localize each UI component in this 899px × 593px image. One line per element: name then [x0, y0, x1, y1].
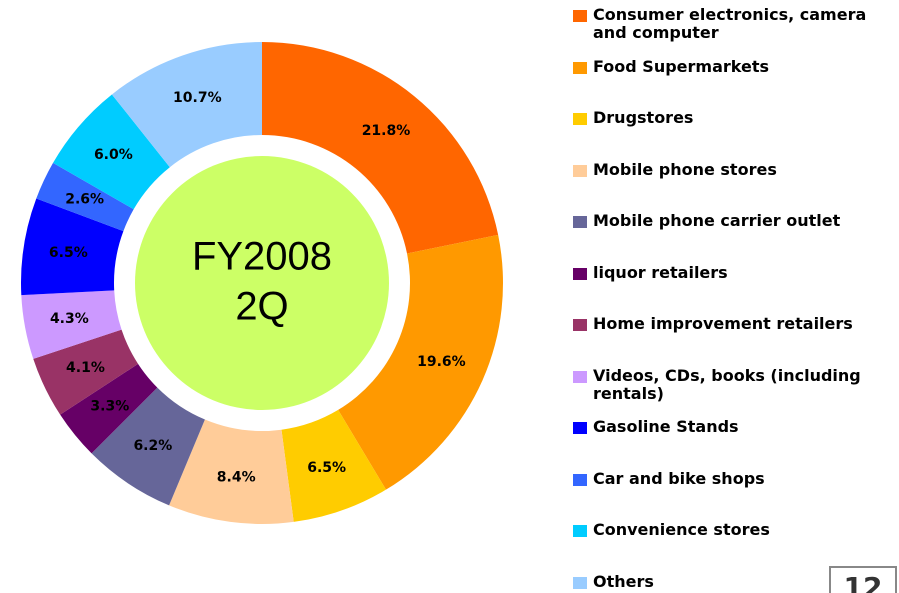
donut-slice	[91, 387, 205, 506]
legend-swatch	[573, 164, 587, 177]
legend-swatch	[573, 576, 587, 589]
legend-swatch	[573, 113, 587, 125]
legend-label: Home improvement retailers	[593, 314, 853, 333]
legend-label: Videos, CDs, books (including rentals)	[593, 365, 861, 403]
legend-swatch	[573, 422, 587, 434]
donut-slice	[53, 94, 170, 210]
legend-swatch	[573, 267, 587, 280]
legend-label: Mobile phone carrier outlet	[593, 211, 841, 230]
legend-label: Car and bike shops	[593, 468, 765, 488]
legend-label: liquor retailers	[593, 262, 728, 282]
legend-label: Mobile phone stores	[593, 159, 777, 179]
slice-label: 4.3%	[50, 311, 89, 327]
slice-label: 6.2%	[133, 438, 172, 454]
center-label: FY2008	[192, 235, 332, 279]
legend-swatch	[573, 216, 587, 228]
chart: 21.8% 19.6% 6.5% 8.4% 6.2% 3.3% 4.1% 4.3% 6.5% 2.…	[20, 42, 504, 524]
donut-slice	[111, 42, 262, 168]
legend-swatch	[573, 319, 587, 331]
legend-label: Others	[593, 571, 654, 591]
donut-slice	[262, 42, 499, 254]
donut-slice	[338, 234, 504, 490]
center-circle	[135, 156, 389, 410]
legend-swatch	[573, 370, 587, 383]
donut-slice	[36, 162, 134, 232]
slice-label: 4.1%	[66, 360, 105, 376]
donut-slice	[33, 329, 139, 415]
slice-label: 8.4%	[217, 469, 256, 485]
slice-label: 10.7%	[173, 90, 222, 106]
center-label: 2Q	[235, 285, 288, 329]
legend-label: Drugstores	[593, 108, 694, 127]
legend-label: Gasoline Stands	[593, 417, 739, 436]
slice-label: 6.0%	[94, 147, 133, 163]
legend-swatch	[573, 473, 587, 486]
slice-label: 19.6%	[417, 354, 466, 370]
page-number: 12	[829, 566, 897, 593]
slice-label: 6.5%	[49, 245, 88, 261]
donut-slice	[21, 290, 122, 359]
legend-swatch	[573, 525, 587, 537]
legend-label: Convenience stores	[593, 520, 770, 539]
donut-slice	[281, 409, 386, 522]
slice-label: 21.8%	[362, 123, 411, 139]
legend-label: Food Supermarkets	[593, 56, 769, 76]
slice-label: 3.3%	[90, 399, 129, 415]
legend-label: Consumer electronics, camera and compute…	[593, 5, 867, 42]
donut-slice	[169, 419, 294, 524]
legend-swatch	[573, 10, 587, 22]
slice-label: 6.5%	[307, 460, 346, 476]
donut-slice	[20, 198, 124, 296]
slice-label: 2.6%	[65, 192, 104, 208]
legend-swatch	[573, 61, 587, 74]
donut-slice	[60, 363, 158, 454]
